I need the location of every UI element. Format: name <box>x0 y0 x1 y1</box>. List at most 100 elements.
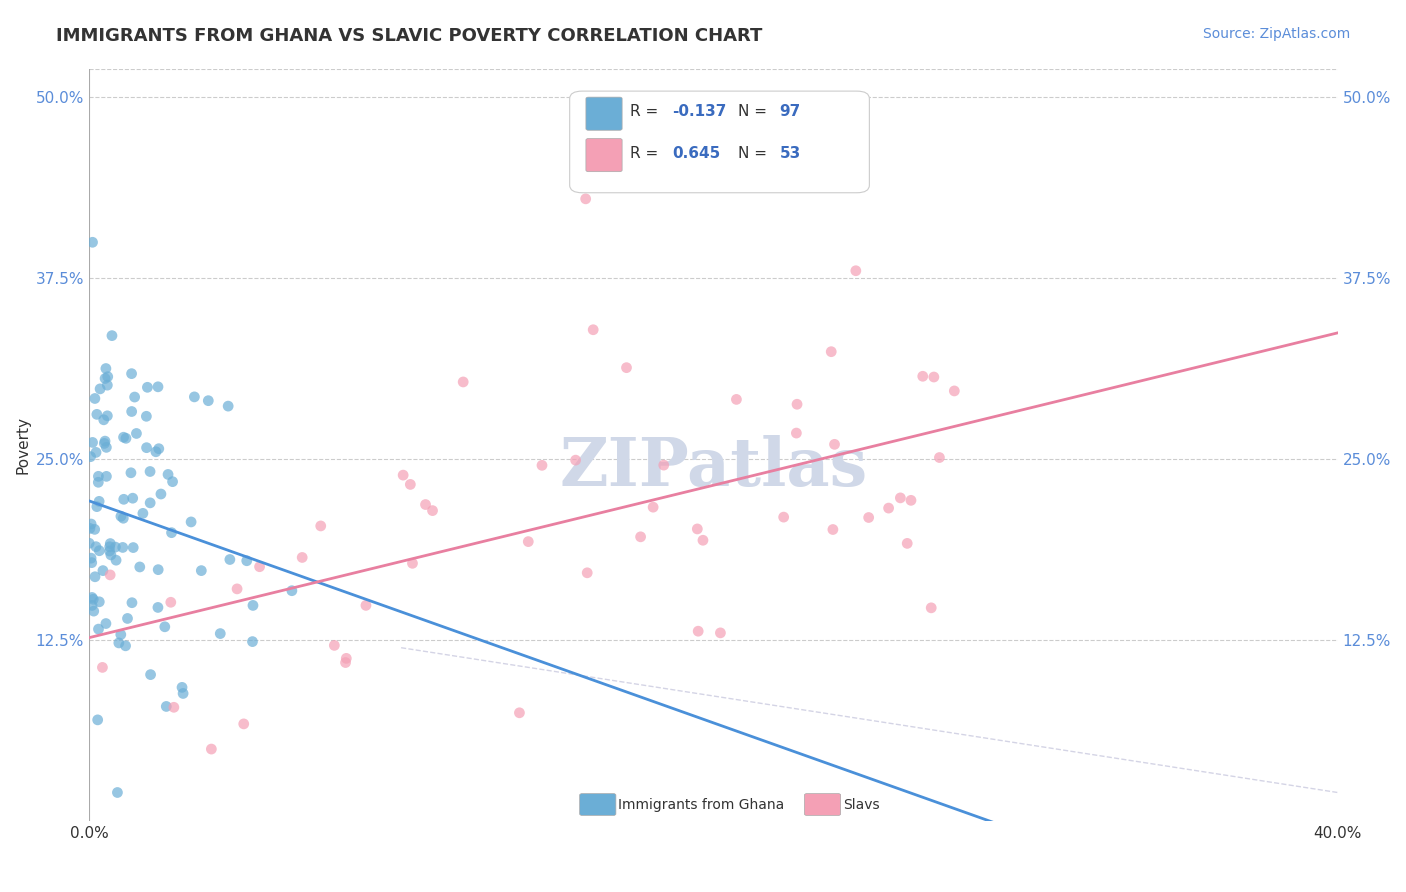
Point <box>889 491 911 505</box>
Point <box>121 491 143 506</box>
Point <box>84 445 107 459</box>
Point <box>135 409 157 424</box>
Point <box>709 625 731 640</box>
Point <box>104 540 127 554</box>
Point <box>96 409 118 423</box>
Point <box>82 592 104 607</box>
Point <box>101 328 124 343</box>
Point <box>121 596 143 610</box>
Point <box>139 465 162 479</box>
Point <box>858 510 880 524</box>
Point <box>401 557 423 571</box>
Point <box>163 700 186 714</box>
Point <box>94 371 117 385</box>
Text: ZIPatlas: ZIPatlas <box>560 435 868 500</box>
Point <box>114 639 136 653</box>
Point <box>281 583 304 598</box>
Point <box>149 487 172 501</box>
Point <box>89 595 111 609</box>
FancyBboxPatch shape <box>804 794 841 815</box>
Point <box>112 430 135 444</box>
Point <box>786 397 808 411</box>
Point <box>249 559 271 574</box>
Point <box>692 533 714 548</box>
Point <box>170 681 193 695</box>
Point <box>616 360 638 375</box>
Point <box>335 651 357 665</box>
Point <box>146 600 169 615</box>
Point <box>96 441 118 455</box>
Point <box>80 516 103 531</box>
Point <box>96 469 118 483</box>
Point <box>91 660 114 674</box>
Point <box>86 408 108 422</box>
Point <box>87 622 110 636</box>
Point <box>82 435 104 450</box>
Text: 53: 53 <box>779 146 800 161</box>
Point <box>162 475 184 489</box>
Point <box>121 367 143 381</box>
Text: R =: R = <box>630 104 662 119</box>
Point <box>530 458 553 473</box>
Point <box>652 458 675 472</box>
Point <box>86 713 108 727</box>
Point <box>821 523 844 537</box>
Point <box>80 591 103 605</box>
Point <box>172 686 194 700</box>
Point <box>582 323 605 337</box>
Point <box>112 492 135 507</box>
Point <box>94 434 117 449</box>
Point <box>943 384 966 398</box>
Point <box>124 390 146 404</box>
Point <box>820 344 842 359</box>
Point <box>84 540 107 554</box>
Point <box>197 393 219 408</box>
Text: Slavs: Slavs <box>844 798 880 812</box>
Point <box>422 503 444 517</box>
Point <box>132 507 155 521</box>
Point <box>83 604 105 618</box>
Point <box>83 522 105 536</box>
Point <box>160 525 183 540</box>
Point <box>900 493 922 508</box>
Point <box>896 536 918 550</box>
Point <box>115 431 138 445</box>
Point <box>110 509 132 524</box>
Point <box>100 548 122 562</box>
Point <box>575 192 598 206</box>
Point <box>159 595 181 609</box>
Point <box>242 634 264 648</box>
Point <box>94 361 117 376</box>
Point <box>451 375 474 389</box>
Point <box>89 494 111 508</box>
Point <box>98 568 121 582</box>
Text: N =: N = <box>738 146 772 161</box>
Point <box>183 390 205 404</box>
Text: 0.645: 0.645 <box>672 146 720 161</box>
Point <box>89 543 111 558</box>
Text: 97: 97 <box>779 104 800 119</box>
Point <box>98 540 121 554</box>
Point <box>80 551 103 566</box>
Point <box>688 624 710 639</box>
Point <box>122 541 145 555</box>
Point <box>80 556 103 570</box>
Point <box>725 392 748 407</box>
FancyBboxPatch shape <box>586 97 621 130</box>
Point <box>772 510 794 524</box>
Point <box>105 553 128 567</box>
Point <box>911 369 934 384</box>
Point <box>87 469 110 483</box>
Point <box>94 616 117 631</box>
Point <box>107 785 129 799</box>
Point <box>630 530 652 544</box>
Point <box>155 699 177 714</box>
Point <box>125 426 148 441</box>
Point <box>97 369 120 384</box>
Point <box>392 468 415 483</box>
Point <box>335 656 357 670</box>
Point <box>98 544 121 558</box>
Point <box>89 382 111 396</box>
Point <box>877 501 900 516</box>
Point <box>323 639 346 653</box>
